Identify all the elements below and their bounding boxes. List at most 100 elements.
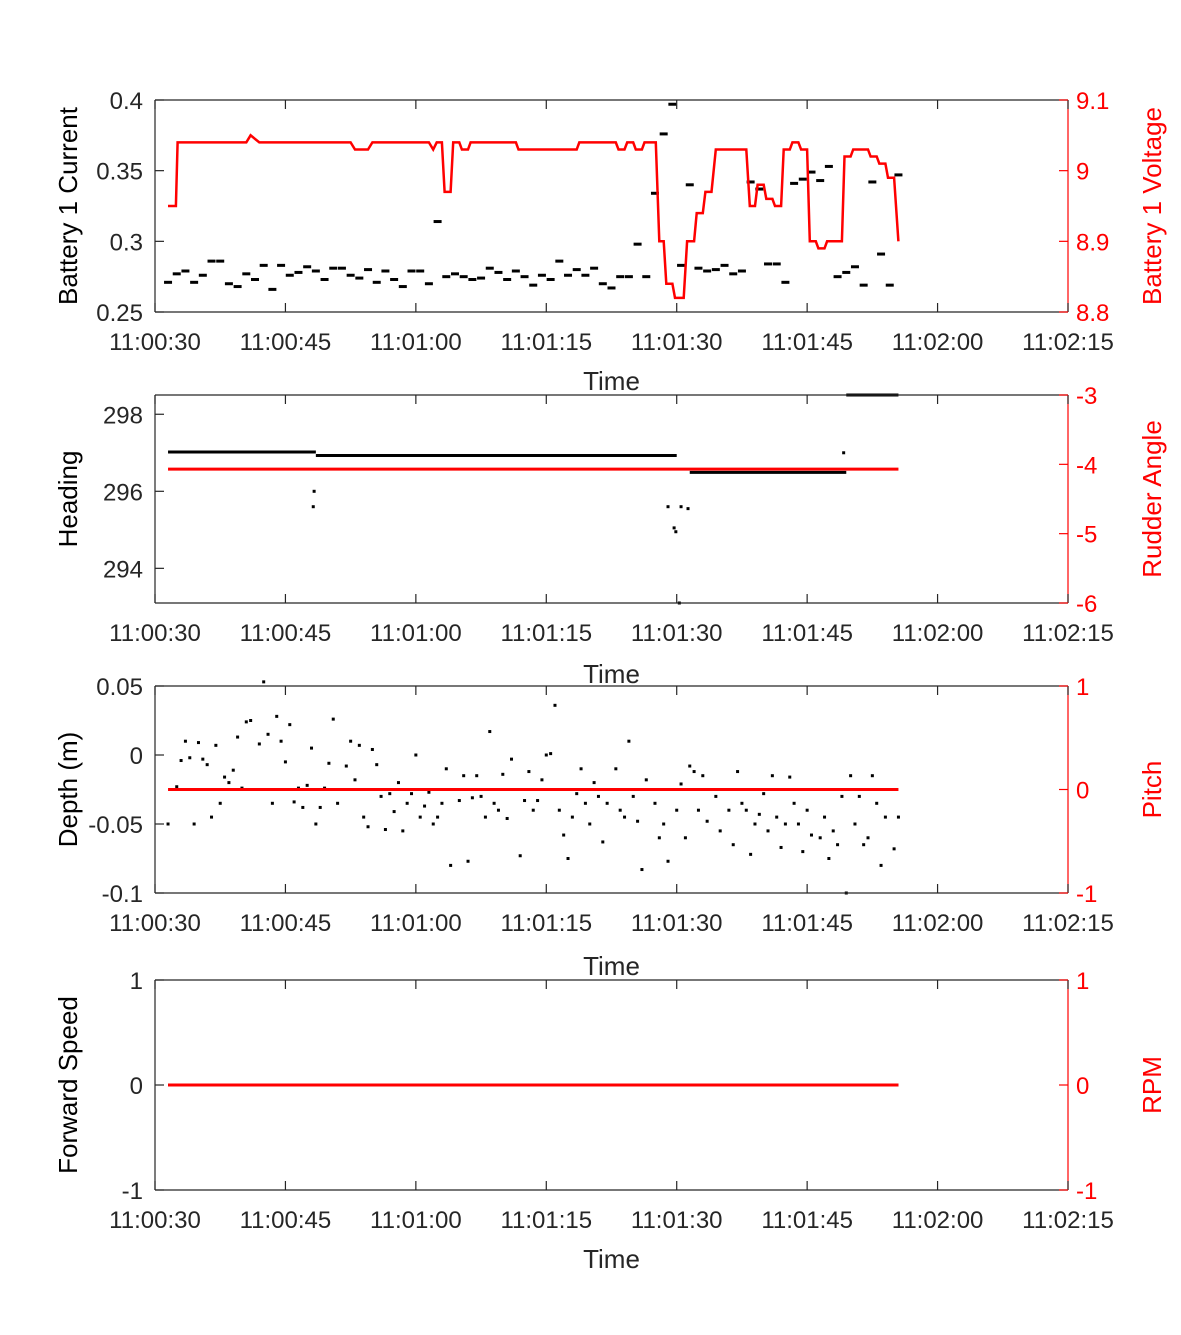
- x-tick-label: 11:01:30: [631, 329, 723, 356]
- right-tick-label: -6: [1076, 591, 1097, 618]
- left-series-2-point-6: [674, 530, 678, 534]
- left-series-1-point-75: [492, 801, 496, 805]
- left-series-1-point-129: [727, 808, 731, 812]
- left-series-1-point-43: [353, 778, 357, 782]
- left-tick-label: 298: [103, 402, 143, 429]
- left-series-1-point-55: [405, 801, 409, 805]
- left-series-1-point-21: [257, 742, 261, 746]
- right-axis-label: Rudder Angle: [1137, 420, 1167, 578]
- left-series-2-point-1: [312, 489, 316, 493]
- x-tick-label: 11:01:15: [500, 329, 592, 356]
- left-series-1-point-50: [383, 828, 387, 832]
- x-tick-label: 11:02:15: [1022, 910, 1114, 937]
- left-series-1-point-139: [770, 774, 774, 778]
- left-axis-label: Forward Speed: [53, 996, 83, 1174]
- left-series-1-point-7: [196, 741, 200, 745]
- left-series-2-point-3: [666, 505, 670, 509]
- left-series-1-point-1: [166, 822, 170, 826]
- left-series-1-point-13: [223, 775, 227, 779]
- left-series-1-point-61: [431, 822, 435, 826]
- left-series-1-point-134: [749, 852, 753, 856]
- left-series-1-point-93: [570, 815, 574, 819]
- right-tick-label: 0: [1076, 778, 1089, 805]
- left-series-1-point-90: [557, 808, 561, 812]
- left-series-1-point-3: [179, 759, 183, 763]
- left-series-1-point-161: [866, 836, 870, 840]
- left-series-1-point-118: [679, 782, 683, 786]
- left-series-1-point-168: [896, 815, 900, 819]
- left-series-1-point-140: [775, 815, 779, 819]
- left-series-1-point-77: [501, 772, 505, 776]
- left-series-1-point-57: [414, 753, 418, 757]
- left-series-1-point-165: [883, 815, 887, 819]
- x-tick-label: 11:01:15: [500, 910, 592, 937]
- left-series-1-point-51: [388, 792, 392, 796]
- left-series-1-point-59: [423, 804, 427, 808]
- left-series-1-point-84: [531, 808, 535, 812]
- left-series-1-point-69: [466, 859, 470, 863]
- left-series-1-point-99: [596, 794, 600, 798]
- left-series-1-point-56: [410, 792, 414, 796]
- x-tick-label: 11:02:00: [892, 910, 984, 937]
- left-series-1-point-31: [301, 805, 305, 809]
- left-series-1-point-117: [675, 808, 679, 812]
- x-tick-label: 11:00:45: [240, 329, 332, 356]
- left-series-1-point-73: [483, 815, 487, 819]
- right-tick-label: 1: [1076, 674, 1089, 701]
- left-series-1-point-24: [270, 801, 274, 805]
- x-axis-label: Time: [583, 951, 640, 981]
- left-series-1-point-107: [631, 794, 635, 798]
- left-series-2-point-5: [672, 526, 676, 530]
- x-tick-label: 11:00:30: [109, 1207, 201, 1234]
- left-series-2-point-9: [842, 451, 846, 455]
- panel-3-data: [166, 680, 900, 895]
- left-series-1-point-126: [714, 794, 718, 798]
- left-series-1-point-154: [836, 843, 840, 847]
- left-series-1-point-150: [818, 836, 822, 840]
- left-series-1-point-158: [853, 822, 857, 826]
- left-series-1-point-67: [457, 799, 461, 803]
- right-tick-label: -5: [1076, 522, 1097, 549]
- left-series-1-point-64: [444, 767, 448, 771]
- left-series-1-point-37: [327, 761, 331, 765]
- left-series-1-point-29: [292, 800, 296, 804]
- left-tick-label: 0.05: [96, 674, 143, 701]
- left-series-1-point-132: [740, 801, 744, 805]
- x-tick-label: 11:00:30: [109, 329, 201, 356]
- left-tick-label: 0.4: [110, 88, 143, 115]
- left-tick-label: -1: [122, 1178, 143, 1205]
- left-series-1-point-26: [279, 739, 283, 743]
- left-series-1-point-163: [875, 801, 879, 805]
- left-axis-label: Heading: [53, 451, 83, 548]
- panel-1: 11:00:30 11:00:45 11:01:00 11:01:15 11:01:30…: [53, 88, 1167, 396]
- x-axis-label: Time: [583, 659, 640, 689]
- left-series-1-point-113: [657, 836, 661, 840]
- x-tick-label: 11:00:30: [109, 620, 201, 647]
- right-tick-label: -4: [1076, 452, 1097, 479]
- left-axis-label: Depth (m): [53, 732, 83, 848]
- panel-4: 11:00:30 11:00:45 11:01:00 11:01:15 11:01:30…: [53, 968, 1167, 1274]
- left-series-1-point-122: [696, 808, 700, 812]
- left-series-1-point-124: [705, 819, 709, 823]
- left-series-1-point-98: [592, 781, 596, 785]
- left-series-1-point-74: [488, 730, 492, 734]
- left-series-1-point-152: [827, 857, 831, 860]
- left-tick-label: 296: [103, 479, 143, 506]
- right-tick-label: -1: [1076, 881, 1097, 908]
- left-series-1-point-147: [805, 808, 809, 812]
- left-series-1-point-41: [344, 764, 348, 768]
- left-series-1-point-143: [788, 775, 792, 779]
- left-series-1-point-135: [753, 822, 757, 826]
- left-axis-label: Battery 1 Current: [53, 106, 83, 305]
- left-series-1-point-131: [736, 770, 740, 774]
- x-tick-label: 11:01:00: [370, 329, 462, 356]
- left-series-1-point-92: [566, 857, 570, 860]
- left-series-1-point-100: [601, 840, 605, 844]
- left-series-1-point-109: [640, 868, 644, 872]
- panel-3: 11:00:30 11:00:45 11:01:00 11:01:15 11:01:30…: [53, 674, 1167, 981]
- left-series-1-point-71: [475, 774, 479, 778]
- x-tick-label: 11:01:45: [761, 329, 853, 356]
- left-tick-label: 1: [130, 968, 143, 995]
